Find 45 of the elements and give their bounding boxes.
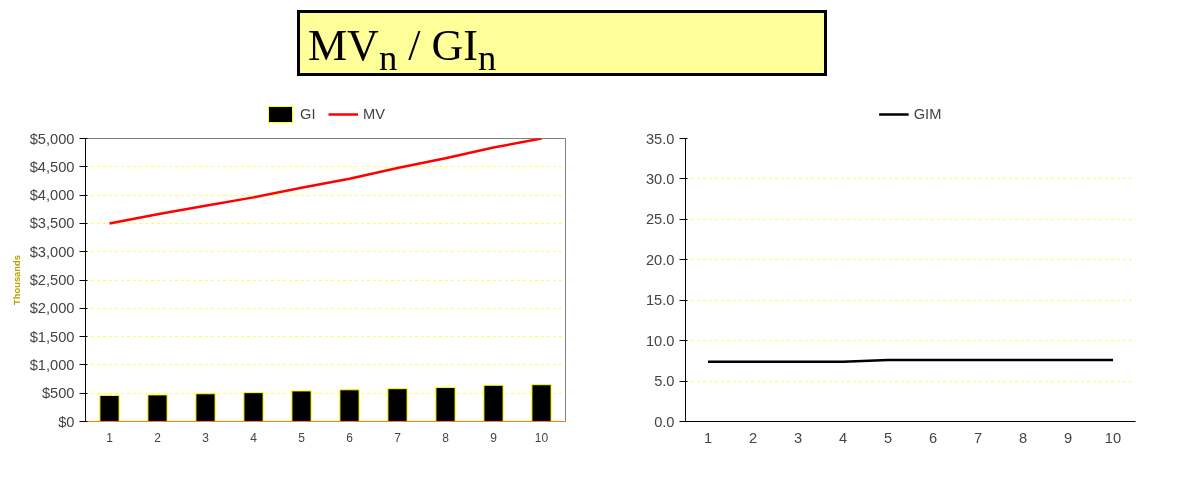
x-tick-label: 3 xyxy=(202,430,210,445)
y-tick-label: 20.0 xyxy=(645,251,675,268)
y-tick-label: $2,000 xyxy=(29,300,75,317)
x-tick-label: 8 xyxy=(1018,429,1028,446)
legend-label: GI xyxy=(300,106,317,122)
y-tick-label: 30.0 xyxy=(645,170,675,187)
chart-title: MV$_{n}$ / GI$_{n}$ xyxy=(297,10,827,78)
y-tick-label: 25.0 xyxy=(645,211,675,228)
y-tick-label: 5.0 xyxy=(654,373,675,390)
y-tick-label: $1,000 xyxy=(29,356,75,373)
x-tick-label: 2 xyxy=(748,429,758,446)
x-tick-label: 6 xyxy=(346,430,354,445)
x-tick-label: 1 xyxy=(106,430,114,445)
x-tick-label: 4 xyxy=(838,429,848,446)
x-tick-label: 5 xyxy=(883,429,893,446)
y-tick-label: 10.0 xyxy=(645,332,675,349)
x-tick-label: 7 xyxy=(394,430,402,445)
y-tick-label: $4,500 xyxy=(29,158,75,175)
y-tick-label: $2,500 xyxy=(29,272,75,288)
y-tick-label: 15.0 xyxy=(645,292,675,309)
legend-label: GIM xyxy=(913,106,942,122)
y-tick-label: $3,000 xyxy=(29,243,75,260)
x-tick-label: 4 xyxy=(250,430,258,445)
y-tick-label: $4,000 xyxy=(29,187,75,204)
y-tick-label: $0 xyxy=(58,413,75,430)
y-tick-label: 35.0 xyxy=(645,130,675,147)
y-tick-label: $5,000 xyxy=(29,130,75,147)
y-axis-title: Thousands xyxy=(11,255,22,305)
x-tick-label: 7 xyxy=(973,429,983,446)
line-series xyxy=(108,138,543,225)
x-tick-label: 6 xyxy=(928,429,938,446)
x-tick-label: 8 xyxy=(442,430,450,445)
x-tick-label: 3 xyxy=(793,429,803,446)
x-tick-label: 10 xyxy=(534,430,549,445)
x-tick-label: 1 xyxy=(703,429,713,446)
x-tick-label: 9 xyxy=(1063,429,1073,446)
x-tick-label: 2 xyxy=(154,430,162,445)
y-tick-label: $500 xyxy=(41,385,75,402)
x-tick-label: 10 xyxy=(1104,429,1122,446)
legend-label: MV xyxy=(363,106,385,122)
y-tick-label: $1,500 xyxy=(29,328,75,345)
y-tick-label: $3,500 xyxy=(29,215,75,232)
y-tick-label: 0.0 xyxy=(654,413,675,430)
x-tick-label: 9 xyxy=(490,430,498,445)
x-tick-label: 5 xyxy=(298,430,306,445)
